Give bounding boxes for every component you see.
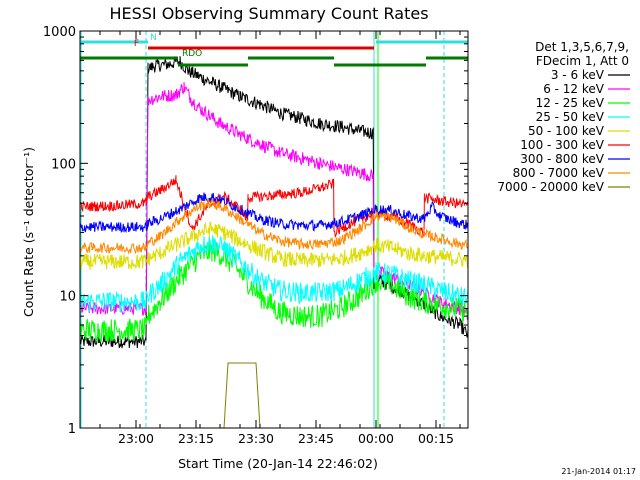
plot-frame	[79, 30, 469, 429]
legend-label: 300 - 800 keV	[520, 152, 604, 166]
flag-label-rdo: RDO	[182, 49, 202, 59]
flag-label-f: F	[134, 39, 139, 49]
series-line-8	[79, 197, 469, 255]
y-tick-label: 1000	[43, 25, 76, 40]
x-tick-label: 23:00	[118, 431, 154, 446]
y-axis-label: Count Rate (s⁻¹ detector⁻¹)	[21, 147, 36, 317]
series-line-9	[80, 362, 468, 429]
legend-header-line: Det 1,3,5,6,7,9,	[535, 40, 629, 54]
legend-label: 100 - 300 keV	[520, 138, 604, 152]
x-tick-label: 00:00	[358, 431, 394, 446]
legend-label: 3 - 6 keV	[551, 68, 605, 82]
legend-label: 25 - 50 keV	[536, 110, 605, 124]
chart-title: HESSI Observing Summary Count Rates	[109, 4, 428, 23]
flag-label-n: N	[150, 33, 157, 43]
legend-label: 12 - 25 keV	[536, 96, 605, 110]
x-axis-label: Start Time (20-Jan-14 22:46:02)	[178, 456, 378, 471]
legend-header-line: FDecim 1, Att 0	[536, 54, 629, 68]
legend: Det 1,3,5,6,7,9,FDecim 1, Att 03 - 6 keV…	[497, 40, 630, 194]
series-line-3	[79, 239, 469, 343]
x-tick-label: 23:45	[298, 431, 334, 446]
y-tick-label: 1	[68, 422, 76, 437]
y-tick-label: 100	[51, 157, 76, 172]
series-line-5	[79, 221, 469, 270]
x-tick-label: 23:15	[178, 431, 214, 446]
legend-label: 6 - 12 keV	[543, 82, 605, 96]
footer-timestamp: 21-Jan-2014 01:17	[561, 467, 636, 476]
legend-label: 50 - 100 keV	[528, 124, 605, 138]
series-line-7	[79, 192, 469, 234]
plot-area: N F RDO 1 10 100 1000 23:00 23:15 23:30 23:45 00:00…	[43, 25, 469, 446]
series-line-4	[79, 235, 469, 314]
x-tick-label: 23:30	[238, 431, 274, 446]
y-tick-label: 10	[59, 290, 76, 305]
x-tick-label: 00:15	[418, 431, 454, 446]
legend-label: 7000 - 20000 keV	[497, 180, 604, 194]
legend-label: 800 - 7000 keV	[513, 166, 605, 180]
